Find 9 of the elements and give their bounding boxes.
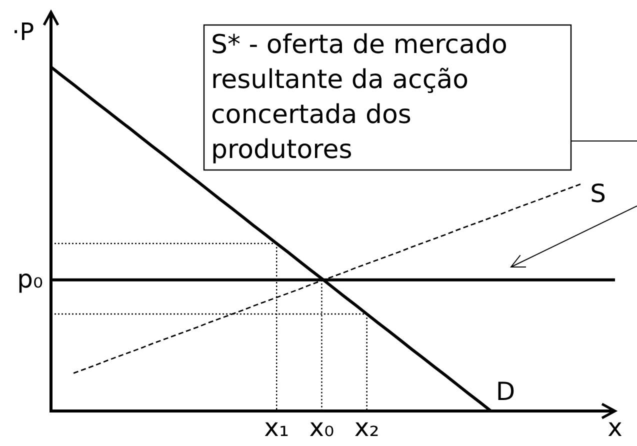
series-label: S (590, 178, 606, 208)
x-tick-label: x₂ (354, 413, 380, 442)
series-label: D (496, 377, 516, 406)
series-label: p₀ (17, 264, 43, 294)
x-tick-label: x₀ (309, 413, 334, 442)
y-axis-title: ·P (12, 18, 34, 46)
annotation: S* - oferta de mercado resultante da acção concertada dos produtores (211, 30, 508, 165)
x-tick-label: x₁ (264, 413, 290, 442)
x-axis-title: x (608, 413, 622, 442)
